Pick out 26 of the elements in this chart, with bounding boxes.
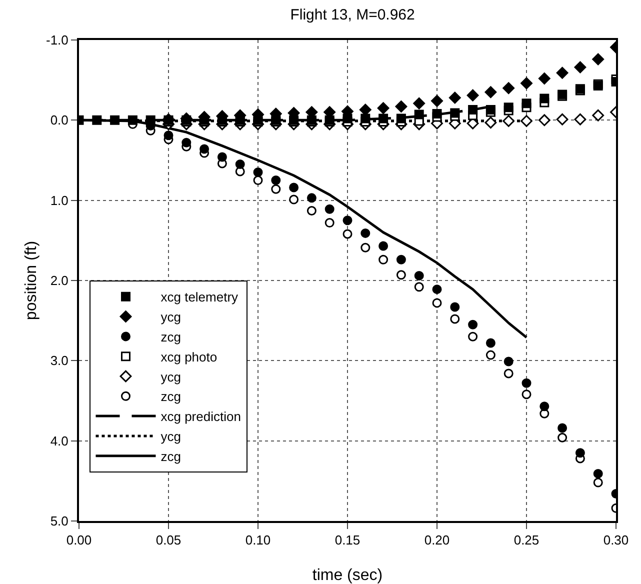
x-tick-label: 0.25 [514,532,540,548]
x-tick-label: 0.30 [603,532,629,548]
y-tick-label: -1.0 [46,32,68,48]
legend-label: zcg [160,330,181,345]
y-tick-label: 5.0 [50,514,68,529]
legend-label: zcg [160,448,181,464]
x-axis-title: time (sec) [312,567,383,584]
legend-label: ycg [160,310,181,325]
legend-label: xcg prediction [160,409,241,424]
x-tick-label: 0.15 [334,532,360,548]
y-tick-label: 1.0 [50,192,68,208]
y-axis-title: position (ft) [23,240,40,320]
y-tick-label: 2.0 [50,273,68,288]
chart-title: Flight 13, M=0.962 [290,6,415,24]
y-tick-label: 4.0 [50,433,68,448]
legend-label: xcg telemetry [160,290,239,305]
y-tick-label: 0.0 [50,112,68,128]
x-tick-label: 0.05 [156,532,182,548]
x-tick-label: 0.10 [245,532,271,548]
legend-label: zcg [160,389,181,404]
x-tick-label: 0.20 [424,532,450,548]
legend-label: xcg photo [160,349,218,364]
y-tick-label: 3.0 [50,353,68,368]
legend-label: ycg [160,429,181,444]
x-tick-label: 0.00 [66,532,92,548]
legend-label: ycg [160,369,181,384]
